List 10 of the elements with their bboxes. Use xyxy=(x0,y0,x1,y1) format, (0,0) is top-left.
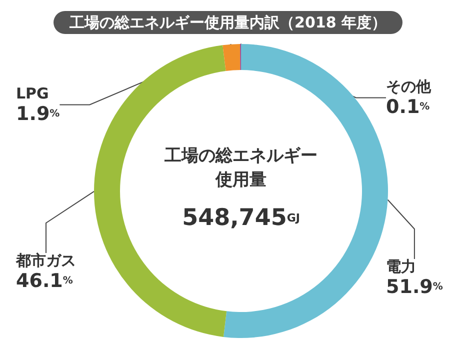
slice-label: LPG xyxy=(16,84,49,102)
slice-label: 電力 xyxy=(386,258,416,276)
data-label: 1.9% xyxy=(16,103,60,125)
chart-title: 工場の総エネルギー使用量内訳（2018 年度） xyxy=(68,14,386,32)
data-label: 0.1% xyxy=(386,96,430,118)
slice-label: その他 xyxy=(386,78,432,96)
text: 工場の総エネルギー使用量 xyxy=(164,146,318,190)
slice-label: 都市ガス xyxy=(15,252,76,270)
data-label: 46.1% xyxy=(16,270,73,292)
data-label: 51.9% xyxy=(386,276,443,298)
